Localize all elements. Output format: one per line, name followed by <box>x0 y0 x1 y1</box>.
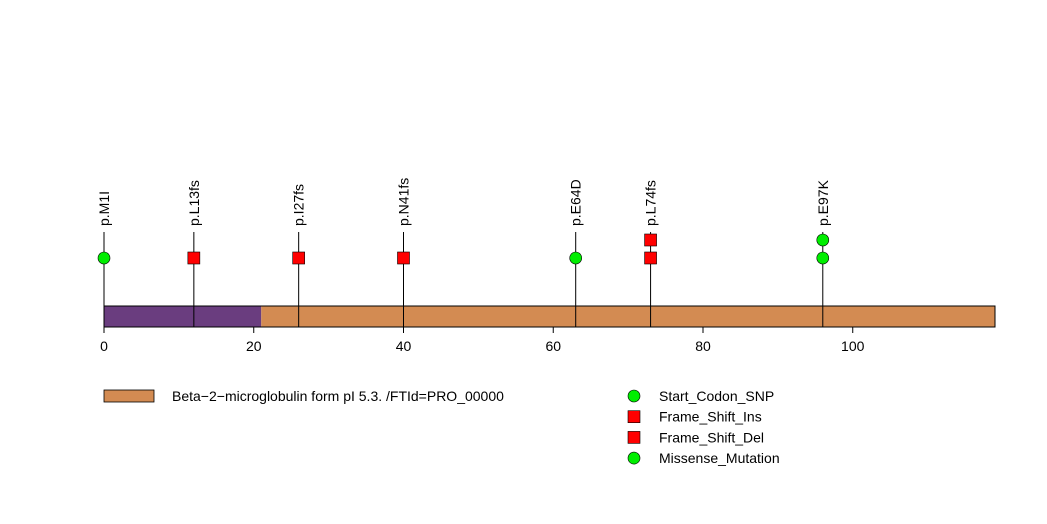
legend-label-Frame_Shift_Ins: Frame_Shift_Ins <box>659 409 762 425</box>
legend: Beta−2−microglobulin form pI 5.3. /FTId=… <box>103 388 780 466</box>
legend-marker-Missense_Mutation <box>627 451 641 465</box>
x-tick-label-20: 20 <box>246 338 262 354</box>
legend-marker-Frame_Shift_Del <box>627 431 641 444</box>
legend-label-Missense_Mutation: Missense_Mutation <box>659 450 780 466</box>
legend-marker-Frame_Shift_Ins <box>627 410 641 424</box>
legend-domain-label-0: Beta−2−microglobulin form pI 5.3. /FTId=… <box>172 388 504 404</box>
mutation-label-p.E97K: p.E97K <box>815 179 831 226</box>
marker-p.L74fs-0 <box>644 251 657 265</box>
legend-label-Start_Codon_SNP: Start_Codon_SNP <box>659 388 774 404</box>
protein-track <box>103 305 996 328</box>
x-tick-label-0: 0 <box>100 338 108 354</box>
x-tick-label-100: 100 <box>841 338 865 354</box>
mutation-stems <box>103 232 824 327</box>
x-tick-label-80: 80 <box>695 338 711 354</box>
mutation-label-p.I27fs: p.I27fs <box>291 184 307 226</box>
x-axis: 0 20 40 60 80 100 <box>100 327 865 354</box>
marker-p.E97K-0 <box>816 251 830 265</box>
mutation-labels: p.M1I p.L13fs p.I27fs p.N41fs p.E64D p.L74fs p… <box>96 178 831 226</box>
mutation-label-p.N41fs: p.N41fs <box>395 178 411 226</box>
mutation-markers <box>97 233 830 265</box>
legend-label-Frame_Shift_Del: Frame_Shift_Del <box>659 429 764 445</box>
marker-p.I27fs-0 <box>292 251 305 265</box>
marker-p.M1I-0 <box>97 251 111 265</box>
marker-p.N41fs-0 <box>397 251 410 265</box>
marker-p.E64D-0 <box>569 251 583 265</box>
mutation-label-p.L74fs: p.L74fs <box>643 180 659 226</box>
mutation-label-p.M1I: p.M1I <box>96 191 112 226</box>
marker-p.L13fs-0 <box>187 251 201 265</box>
legend-domain-swatch-0 <box>103 389 155 403</box>
x-tick-label-60: 60 <box>545 338 561 354</box>
legend-marker-Start_Codon_SNP <box>627 389 641 403</box>
mutation-label-p.E64D: p.E64D <box>568 179 584 226</box>
domain-1 <box>261 306 995 327</box>
marker-p.L74fs-1 <box>644 233 657 247</box>
domain-0 <box>104 306 262 327</box>
marker-p.E97K-1 <box>816 233 830 247</box>
x-tick-label-40: 40 <box>396 338 412 354</box>
mutation-label-p.L13fs: p.L13fs <box>186 180 202 226</box>
